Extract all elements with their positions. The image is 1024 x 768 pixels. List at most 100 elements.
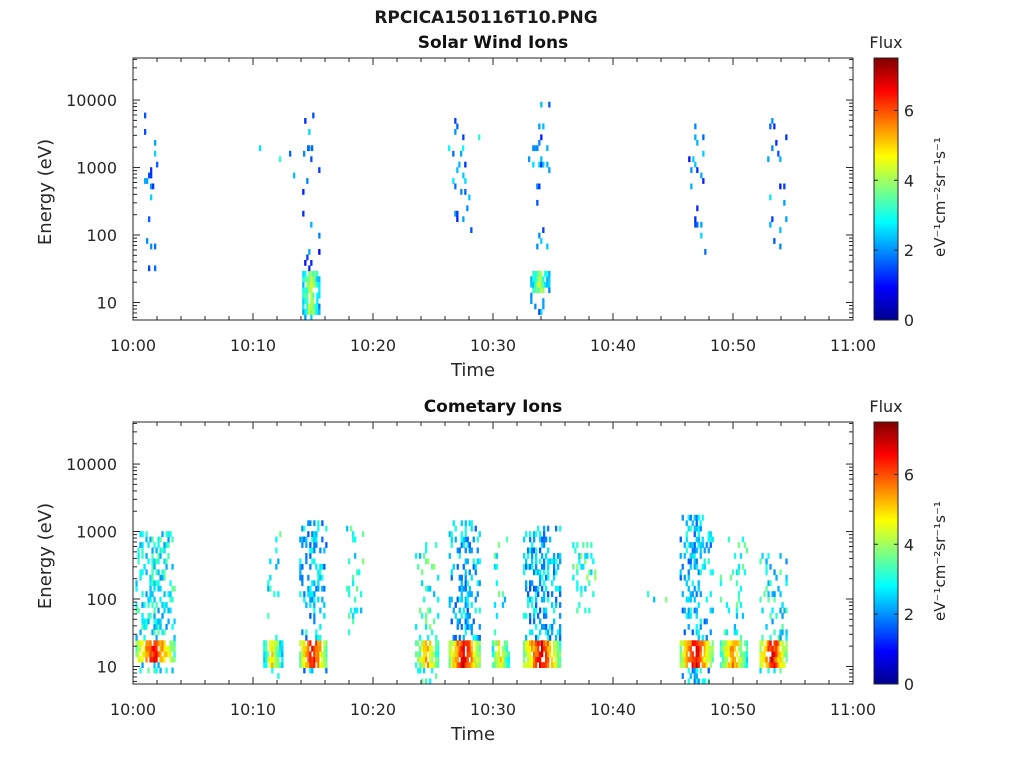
flux-cell <box>763 656 766 663</box>
flux-cell <box>543 645 546 652</box>
flux-cell <box>775 662 778 668</box>
flux-cell <box>360 607 363 614</box>
flux-cell <box>466 542 469 548</box>
flux-cell <box>773 238 776 244</box>
flux-cell <box>310 287 313 294</box>
flux-cell <box>309 613 312 619</box>
flux-cell <box>147 645 150 652</box>
flux-cell <box>317 640 320 647</box>
flux-cell <box>705 640 708 647</box>
flux-cell <box>529 536 532 543</box>
flux-cell <box>153 624 156 630</box>
flux-cell <box>559 602 562 608</box>
flux-cell <box>528 156 531 163</box>
flux-cell <box>689 596 692 603</box>
flux-cell <box>263 640 266 647</box>
flux-cell <box>462 640 465 647</box>
flux-cell <box>352 574 355 581</box>
flux-cell <box>163 656 166 663</box>
flux-cell <box>360 591 363 597</box>
flux-cell <box>462 216 465 223</box>
flux-cell <box>739 645 743 652</box>
flux-cell <box>555 525 558 532</box>
flux-cell <box>448 531 451 537</box>
flux-cell <box>159 536 162 543</box>
flux-cell <box>549 536 552 543</box>
flux-cell <box>149 651 152 658</box>
flux-cell <box>543 531 546 537</box>
flux-cell <box>523 645 526 652</box>
flux-cell <box>317 580 320 587</box>
flux-cell <box>523 613 526 619</box>
flux-cell <box>301 525 304 532</box>
flux-cell <box>169 656 172 663</box>
flux-cell <box>356 585 359 592</box>
flux-cell <box>539 640 542 647</box>
flux-cell <box>145 591 148 597</box>
flux-cell <box>306 276 309 283</box>
flux-cell <box>323 547 326 554</box>
flux-cell <box>450 640 453 647</box>
flux-cell <box>464 602 467 608</box>
flux-cell <box>456 662 459 668</box>
flux-cell <box>701 678 704 685</box>
flux-cell <box>460 585 463 592</box>
flux-cell <box>149 536 152 543</box>
flux-cell <box>709 656 712 663</box>
flux-cell <box>141 651 144 658</box>
flux-cell <box>697 542 700 548</box>
flux-cell <box>153 558 156 565</box>
flux-cell <box>537 634 540 641</box>
flux-cell <box>171 563 174 570</box>
flux-cell <box>310 298 313 304</box>
flux-cell <box>559 558 562 565</box>
flux-cell <box>310 270 313 277</box>
flux-cell <box>691 629 694 636</box>
flux-cell <box>315 645 318 652</box>
flux-cell <box>259 145 262 152</box>
flux-cell <box>169 596 172 603</box>
flux-cell <box>143 634 146 641</box>
flux-cell <box>321 574 324 581</box>
flux-cell <box>304 260 307 266</box>
flux-cell <box>437 656 440 663</box>
flux-cell <box>533 536 536 543</box>
flux-cell <box>147 596 150 603</box>
flux-cell <box>703 645 706 652</box>
flux-cell <box>314 281 317 288</box>
flux-cell <box>456 563 459 570</box>
flux-cell <box>693 656 696 663</box>
flux-cell <box>691 553 694 559</box>
flux-cell <box>354 596 357 603</box>
flux-cell <box>157 558 160 565</box>
flux-cell <box>419 645 422 652</box>
flux-cell <box>539 618 542 625</box>
flux-cell <box>739 651 743 658</box>
flux-cell <box>306 178 309 184</box>
flux-cell <box>275 563 278 570</box>
flux-cell <box>541 662 544 668</box>
flux-cell <box>539 607 542 614</box>
flux-cell <box>464 640 467 647</box>
flux-cell <box>458 607 461 614</box>
flux-cell <box>464 189 467 195</box>
flux-cell <box>697 656 700 663</box>
flux-cell <box>171 624 174 630</box>
flux-cell <box>532 270 535 277</box>
flux-cell <box>464 662 467 668</box>
flux-cell <box>145 569 148 576</box>
flux-cell <box>151 651 154 658</box>
flux-cell <box>302 281 305 288</box>
flux-cell <box>474 662 477 668</box>
flux-cell <box>697 640 700 647</box>
flux-cell <box>149 656 152 663</box>
x-tick-label: 10:20 <box>350 336 396 355</box>
flux-cell <box>691 640 694 647</box>
flux-cell <box>539 574 542 581</box>
flux-cell <box>450 574 453 581</box>
flux-cell <box>458 596 461 603</box>
flux-cell <box>542 287 545 294</box>
flux-cell <box>466 607 469 614</box>
flux-cell <box>694 134 697 141</box>
flux-cell <box>529 618 532 625</box>
